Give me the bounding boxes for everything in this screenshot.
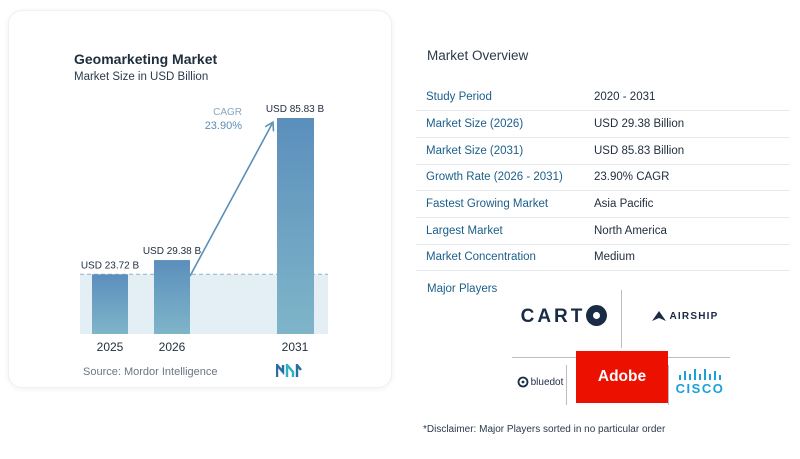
overview-value: USD 85.83 Billion bbox=[594, 137, 790, 165]
disclaimer-text: *Disclaimer: Major Players sorted in no … bbox=[423, 424, 666, 435]
overview-key: Market Concentration bbox=[416, 244, 594, 272]
grid-divider bbox=[668, 365, 669, 405]
major-players-title: Major Players bbox=[427, 283, 498, 295]
overview-value: USD 29.38 Billion bbox=[594, 110, 790, 138]
overview-key: Study Period bbox=[416, 84, 594, 112]
airship-icon bbox=[651, 311, 666, 321]
overview-row: Market Size (2026) USD 29.38 Billion bbox=[416, 110, 790, 138]
bar-value-label: USD 23.72 B bbox=[81, 260, 140, 271]
chart-subtitle: Market Size in USD Billion bbox=[74, 71, 209, 83]
overview-table: Study Period 2020 - 2031 Market Size (2026… bbox=[416, 84, 790, 272]
airship-logo: AIRSHIP bbox=[640, 305, 730, 327]
x-tick-label: 2025 bbox=[97, 340, 124, 354]
overview-row: Market Size (2031) USD 85.83 Billion bbox=[416, 137, 790, 165]
overview-key: Fastest Growing Market bbox=[416, 190, 594, 218]
overview-value: Medium bbox=[594, 244, 790, 272]
cagr-value: 23.90% bbox=[205, 120, 243, 132]
cisco-logo-text: CISCO bbox=[675, 380, 725, 396]
x-tick-label: 2031 bbox=[282, 340, 309, 354]
adobe-logo: Adobe bbox=[576, 351, 668, 403]
x-tick-label: 2026 bbox=[159, 340, 186, 354]
overview-value: Asia Pacific bbox=[594, 190, 790, 218]
cagr-arrow bbox=[189, 124, 272, 277]
overview-value: North America bbox=[594, 217, 790, 245]
overview-key: Largest Market bbox=[416, 217, 594, 245]
cagr-label: CAGR bbox=[213, 107, 242, 118]
grid-divider bbox=[566, 365, 567, 405]
mordor-logo-icon bbox=[276, 364, 302, 377]
grid-divider bbox=[621, 290, 622, 348]
overview-row: Growth Rate (2026 - 2031) 23.90% CAGR bbox=[416, 164, 790, 192]
bluedot-logo-text: bluedot bbox=[530, 376, 564, 388]
bar-value-label: USD 85.83 B bbox=[266, 104, 325, 115]
bar-2025 bbox=[92, 274, 128, 334]
overview-key: Growth Rate (2026 - 2031) bbox=[416, 164, 594, 192]
bar-2026 bbox=[154, 260, 190, 334]
bar-value-label: USD 29.38 B bbox=[143, 246, 202, 257]
overview-value: 2020 - 2031 bbox=[594, 84, 790, 112]
airship-logo-text: AIRSHIP bbox=[669, 310, 719, 322]
overview-row: Study Period 2020 - 2031 bbox=[416, 84, 790, 112]
carto-o-icon bbox=[586, 304, 608, 326]
overview-key: Market Size (2026) bbox=[416, 110, 594, 138]
overview-title: Market Overview bbox=[427, 48, 529, 63]
chart-title: Geomarketing Market bbox=[74, 51, 218, 67]
bluedot-logo: bluedot bbox=[516, 372, 564, 392]
carto-logo: CART bbox=[512, 300, 616, 334]
carto-logo-text: CART bbox=[520, 306, 586, 327]
bar-2031 bbox=[277, 118, 314, 334]
bluedot-icon bbox=[517, 376, 528, 388]
source-text: Source: Mordor Intelligence bbox=[83, 366, 218, 378]
cisco-bars-icon bbox=[679, 368, 721, 380]
overview-value: 23.90% CAGR bbox=[594, 164, 790, 192]
overview-row: Fastest Growing Market Asia Pacific bbox=[416, 190, 790, 218]
adobe-logo-text: Adobe bbox=[597, 368, 647, 385]
bar-chart: USD 23.72 B 2025 USD 29.38 B 2026 USD 85.83 … bbox=[80, 104, 328, 354]
cisco-logo: CISCO bbox=[672, 366, 728, 398]
overview-key: Market Size (2031) bbox=[416, 137, 594, 165]
overview-row: Largest Market North America bbox=[416, 217, 790, 245]
overview-row: Market Concentration Medium bbox=[416, 244, 790, 272]
